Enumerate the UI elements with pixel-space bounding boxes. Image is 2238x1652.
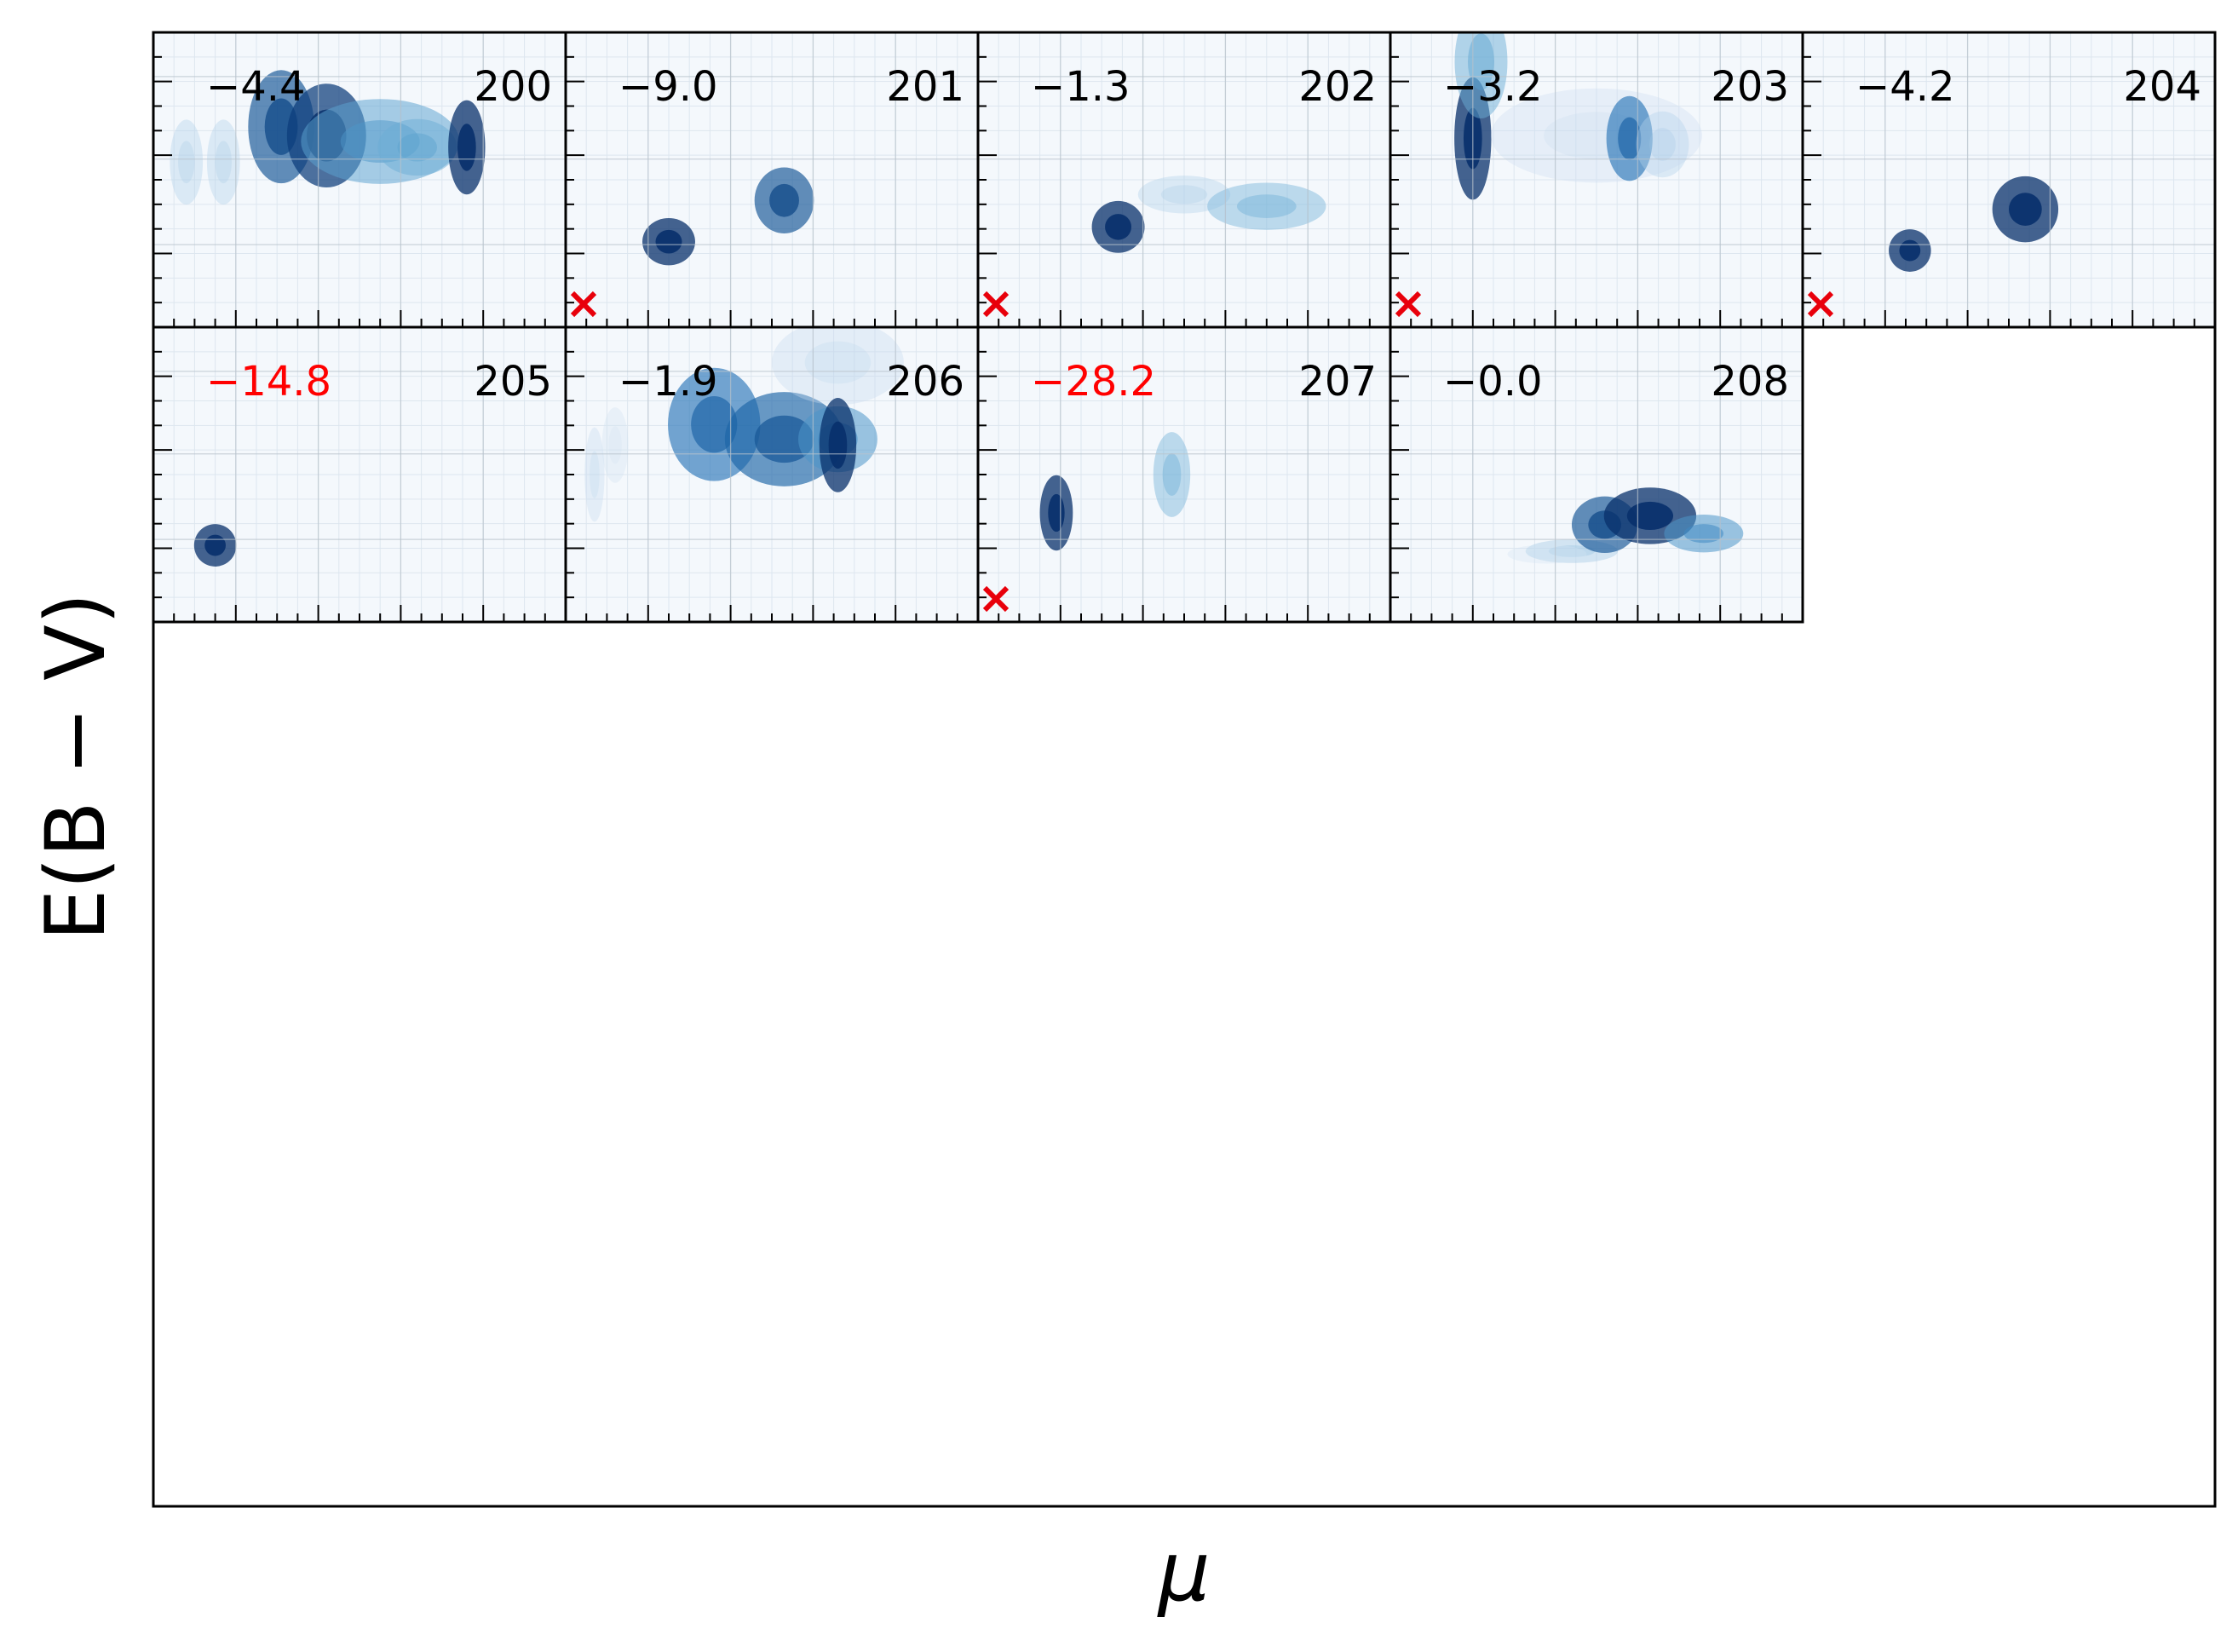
density-core — [1105, 214, 1132, 240]
panel-207: −28.2 207 — [976, 325, 1392, 624]
panel-score: −14.8 — [206, 358, 331, 406]
density-core — [1048, 493, 1065, 532]
panel-ticks — [153, 55, 546, 327]
panel-score: −9.0 — [618, 63, 718, 111]
density-core — [1236, 194, 1297, 218]
density-blob — [1153, 432, 1191, 517]
panel-frame — [1801, 31, 2217, 329]
density-core — [397, 133, 437, 162]
density-core — [178, 141, 195, 184]
panel-grid: −4.4 200 −9.0 201 −1.3 202 −3.2 203 −4.2 204 −14.8… — [152, 31, 2217, 624]
panel-208: −0.0 208 — [1389, 325, 1804, 624]
panel-206: −1.9 206 — [564, 325, 980, 624]
outlier-cross-marker — [982, 291, 1010, 318]
panel-id: 207 — [1298, 358, 1377, 406]
panel-id: 204 — [2123, 63, 2201, 111]
panel-ticks — [978, 350, 1371, 622]
y-axis-label: E(B − V) — [28, 593, 124, 941]
panel-204: −4.2 204 — [1801, 31, 2217, 329]
panel-ticks — [153, 350, 546, 622]
density-core — [655, 229, 682, 254]
outlier-cross-marker — [1395, 291, 1422, 318]
panel-ticks — [566, 55, 958, 327]
density-core — [1899, 239, 1921, 262]
density-core — [1160, 185, 1208, 204]
outlier-cross-marker — [570, 291, 597, 318]
panel-score: −3.2 — [1443, 63, 1543, 111]
density-blob — [377, 118, 457, 176]
density-blob — [1507, 544, 1587, 564]
density-core — [590, 451, 600, 498]
density-core — [2009, 193, 2042, 226]
density-core — [608, 426, 622, 464]
panel-202: −1.3 202 — [976, 31, 1392, 329]
density-blob — [1454, 32, 1508, 119]
panel-200: −4.4 200 — [152, 31, 567, 329]
panel-score: −0.0 — [1443, 358, 1543, 406]
panel-ticks — [1803, 55, 2195, 327]
density-blob — [206, 119, 240, 205]
density-core — [804, 341, 872, 384]
density-core — [769, 183, 799, 217]
density-blob — [170, 119, 204, 205]
density-core — [1626, 501, 1674, 531]
density-blob — [1636, 111, 1689, 178]
density-core — [828, 421, 848, 469]
density-core — [1618, 117, 1642, 160]
outlier-cross-marker — [982, 585, 1010, 613]
density-core — [1162, 453, 1182, 496]
density-core — [1548, 545, 1596, 557]
panel-ticks — [566, 350, 958, 622]
panel-id: 200 — [474, 63, 552, 111]
panel-id: 201 — [886, 63, 964, 111]
panel-score: −1.3 — [1031, 63, 1131, 111]
density-blob — [584, 427, 605, 522]
panel-203: −3.2 203 — [1389, 31, 1804, 329]
panel-id: 206 — [886, 358, 964, 406]
density-core — [754, 415, 814, 463]
density-core — [457, 124, 476, 171]
density-core — [1467, 33, 1494, 90]
panel-frame — [1389, 325, 1804, 624]
density-blob — [1137, 176, 1231, 214]
density-blob — [601, 407, 629, 483]
density-core — [1527, 549, 1568, 559]
panel-id: 202 — [1298, 63, 1377, 111]
panel-score: −4.4 — [206, 63, 306, 111]
panel-score: −4.2 — [1855, 63, 1955, 111]
panel-score: −1.9 — [618, 358, 718, 406]
panel-score: −28.2 — [1031, 358, 1156, 406]
panel-id: 203 — [1711, 63, 1789, 111]
panel-id: 205 — [474, 358, 552, 406]
panel-ticks — [1390, 350, 1783, 622]
density-blob — [1207, 182, 1326, 230]
panel-ticks — [1390, 55, 1783, 327]
panel-id: 208 — [1711, 358, 1789, 406]
outlier-cross-marker — [1807, 291, 1834, 318]
density-core — [215, 141, 232, 184]
x-axis-label: μ — [1156, 1524, 1210, 1620]
density-blob — [772, 327, 904, 406]
density-core — [204, 534, 226, 556]
panel-ticks — [978, 55, 1371, 327]
panel-205: −14.8 205 — [152, 325, 567, 624]
density-core — [1648, 128, 1676, 161]
panel-201: −9.0 201 — [564, 31, 980, 329]
density-core — [1683, 524, 1724, 544]
